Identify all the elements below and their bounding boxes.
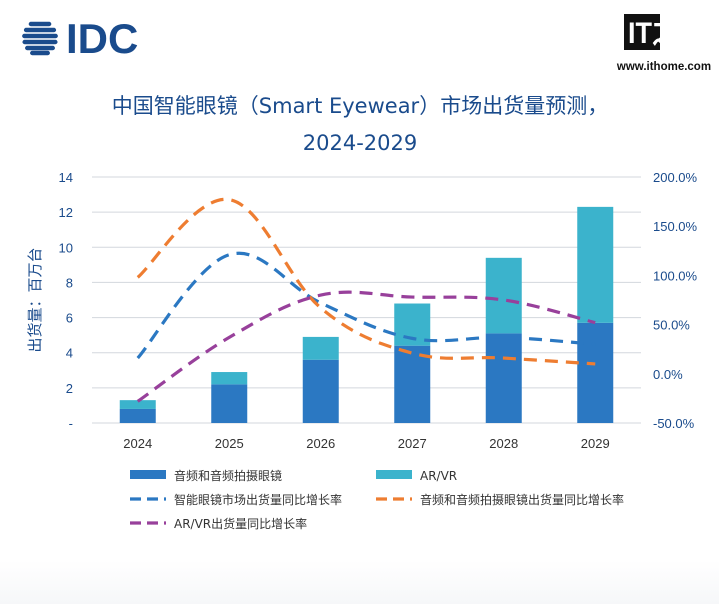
idc-globe-stripe: [25, 45, 55, 51]
ithome-logo-box: [624, 14, 660, 50]
line-total-growth: [136, 251, 596, 360]
idc-logo: IDC: [22, 15, 138, 62]
line-arvr-growth: [136, 290, 596, 403]
legend-arvr-bar-label: AR/VR: [420, 469, 457, 483]
x-tick-label: 2027: [398, 436, 427, 451]
bars: [119, 206, 614, 423]
legend-arvr-line-label: AR/VR出货量同比增长率: [174, 516, 307, 531]
right-tick-label: -50.0%: [653, 416, 695, 431]
right-tick-label: 100.0%: [653, 268, 698, 283]
idc-globe-stripe: [22, 39, 58, 45]
ithome-url: www.ithome.com: [616, 61, 711, 73]
y-axis-label: 出货量：百万台: [26, 247, 44, 352]
x-axis-ticks: 2024 2025 2026 2027 2028 2029: [123, 436, 609, 451]
bar-arvr: [211, 372, 248, 385]
x-tick-label: 2025: [215, 436, 244, 451]
idc-globe-stripe: [22, 33, 58, 39]
bar-arvr: [119, 400, 156, 409]
bar-audio: [119, 408, 156, 423]
bottom-fade: [0, 560, 719, 604]
idc-logo-text: IDC: [66, 15, 138, 62]
left-tick-label: 6: [66, 311, 73, 326]
x-tick-label: 2024: [123, 436, 152, 451]
left-tick-label: 4: [66, 346, 73, 361]
bar-audio: [394, 345, 431, 423]
left-tick-label: 12: [59, 205, 73, 220]
right-tick-label: 200.0%: [653, 170, 698, 185]
legend-audio-bar-label: 音频和音频拍摄眼镜: [174, 468, 282, 483]
left-tick-label: 8: [66, 275, 73, 290]
chart-title: 中国智能眼镜（Smart Eyewear）市场出货量预测，: [112, 94, 608, 118]
right-tick-label: 50.0%: [653, 318, 690, 333]
bar-arvr: [577, 206, 614, 323]
left-tick-label: -: [69, 416, 73, 431]
ithome-logo-text: IT之家: [628, 16, 706, 50]
idc-globe-stripe: [28, 21, 52, 27]
right-tick-label: 150.0%: [653, 219, 698, 234]
chart-subtitle: 2024-2029: [303, 131, 417, 155]
idc-globe-stripe: [30, 50, 50, 56]
legend-audio-line-label: 音频和音频拍摄眼镜出货量同比增长率: [420, 492, 624, 507]
bar-arvr: [485, 257, 522, 334]
legend-arvr-bar-swatch: [376, 470, 412, 479]
right-tick-label: 0.0%: [653, 367, 683, 382]
x-tick-label: 2026: [306, 436, 335, 451]
left-tick-label: 10: [59, 240, 73, 255]
line-audio-growth: [136, 198, 596, 366]
bar-audio: [577, 322, 614, 423]
idc-globe-stripe: [23, 27, 57, 33]
x-tick-label: 2028: [489, 436, 518, 451]
legend-audio-bar-swatch: [130, 470, 166, 479]
bar-audio: [211, 384, 248, 423]
idc-globe-icon: [22, 21, 58, 56]
bar-audio: [302, 359, 339, 423]
left-axis-ticks: - 2 4 6 8 10 12 14: [59, 170, 73, 431]
grid-lines: [92, 176, 641, 424]
right-axis-ticks: -50.0% 0.0% 50.0% 100.0% 150.0% 200.0%: [653, 170, 698, 431]
legend: 音频和音频拍摄眼镜 AR/VR 智能眼镜市场出货量同比增长率 音频和音频拍摄眼镜出货量…: [130, 468, 624, 531]
bar-arvr: [302, 336, 339, 360]
legend-total-line-label: 智能眼镜市场出货量同比增长率: [174, 492, 342, 507]
x-tick-label: 2029: [581, 436, 610, 451]
left-tick-label: 2: [66, 381, 73, 396]
ithome-logo: IT之家 www.ithome.com: [616, 14, 711, 73]
bar-audio: [485, 333, 522, 423]
left-tick-label: 14: [59, 170, 73, 185]
growth-lines: [136, 198, 596, 403]
